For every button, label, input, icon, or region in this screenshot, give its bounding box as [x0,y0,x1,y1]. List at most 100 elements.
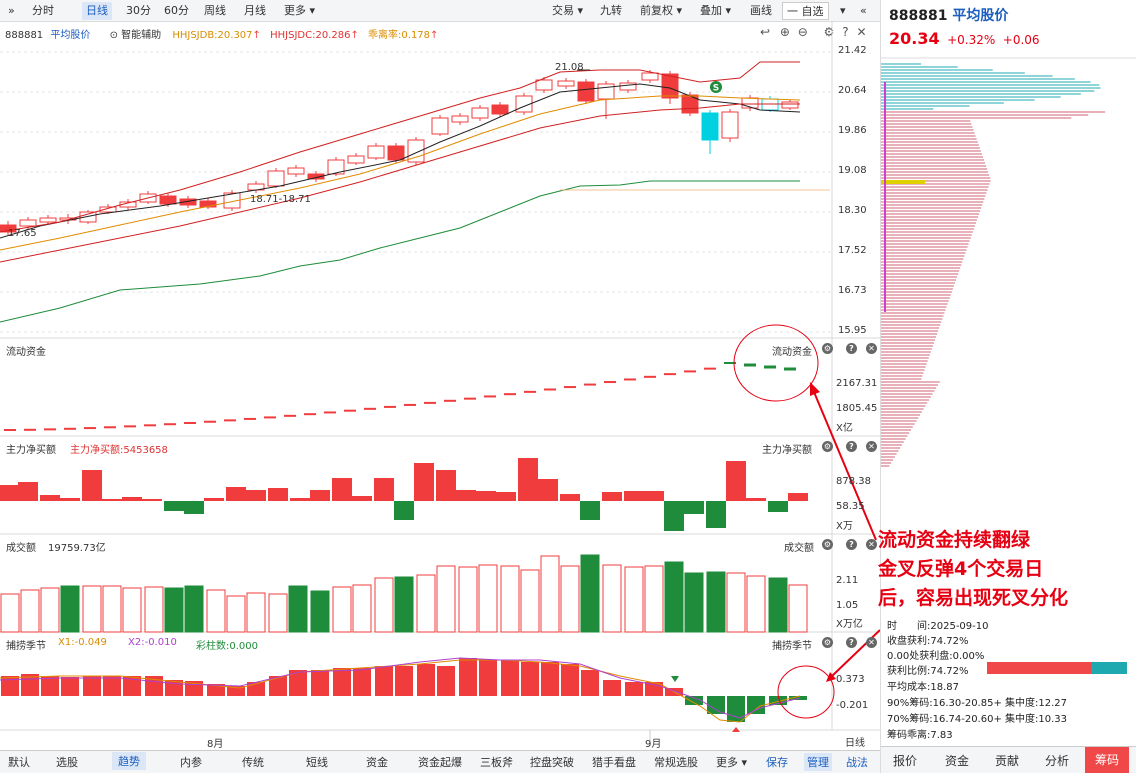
tab-more[interactable]: 更多 ▾ [284,4,316,17]
assist-label[interactable]: 智能辅助 [121,30,162,41]
band-lower-line [0,180,800,323]
tab-neican[interactable]: 内参 [180,756,202,769]
season-bar [769,696,787,705]
kline-chart[interactable]: S [0,0,880,750]
help-icon[interactable]: ? [846,539,857,550]
kline-high-label: 21.08 [555,62,584,73]
stock-name[interactable]: 平均股价 [50,30,91,41]
close-icon[interactable]: ✕ [866,441,877,452]
close-icon[interactable]: ✕ [866,343,877,354]
candle [577,81,595,102]
tab-default[interactable]: 默认 [8,756,30,769]
strategy-button[interactable]: 战法 [846,756,868,769]
turnover-tick-1: 2.11 [836,575,859,586]
net-buy-bar [82,470,102,501]
help-icon[interactable]: ? [846,441,857,452]
collapse-icon[interactable]: » [8,4,15,17]
tab-more-bottom[interactable]: 更多 ▾ [716,756,748,769]
tab-funds-right[interactable]: 资金 [945,754,970,768]
expand-icon[interactable]: « [860,4,867,17]
back-icon[interactable]: ↩ [760,25,771,39]
fuquan-menu[interactable]: 前复权 ▾ [640,4,683,17]
season-bar [83,676,101,696]
tab-quote[interactable]: 报价 [893,754,918,768]
tab-hunter[interactable]: 猎手看盘 [592,756,636,769]
tab-traditional[interactable]: 传统 [242,756,264,769]
tab-three-axes[interactable]: 三板斧 [480,756,513,769]
gear-icon[interactable]: ⚙ [822,637,833,648]
tab-fenshi[interactable]: 分时 [32,4,54,17]
season-bar [1,676,19,696]
signal-s-icon [710,81,722,93]
jiuzhuan-button[interactable]: 九转 [600,4,622,17]
close-icon[interactable]: ✕ [856,25,867,39]
turnover-bar [394,576,414,633]
turnover-bar [40,587,60,633]
turnover-bar [746,575,766,633]
candle [619,82,637,91]
save-button[interactable]: 保存 [766,756,788,769]
candle [641,72,659,81]
turnover-bar [268,593,288,633]
net-buy-bar [456,490,476,501]
turnover-bar [768,577,788,633]
tab-daily[interactable]: 日线 [82,2,112,20]
gear-icon[interactable]: ⚙ [823,25,835,39]
tab-trend[interactable]: 趋势 [112,752,146,770]
tab-regular[interactable]: 常规选股 [654,756,698,769]
help-icon[interactable]: ? [842,25,849,39]
tab-30min[interactable]: 30分 [126,4,151,17]
tab-funds[interactable]: 资金 [366,756,388,769]
tab-monthly[interactable]: 月线 [244,4,266,17]
gear-icon[interactable]: ⚙ [822,343,833,354]
season-bar [227,686,245,696]
watchlist-button[interactable]: 一 自选 [782,2,829,20]
close-icon[interactable]: ✕ [866,637,877,648]
turnover-bar [726,572,746,633]
turnover-bar [602,564,622,633]
manage-button[interactable]: 管理 [804,753,832,771]
season-bar [353,668,371,696]
tab-analysis[interactable]: 分析 [1045,754,1070,768]
zoom-in-icon[interactable]: ⊕ [779,25,790,39]
turnover-right-title: 成交额 [784,543,814,554]
tab-shortline[interactable]: 短线 [306,756,328,769]
flow-right-title: 流动资金 [772,347,812,358]
net-buy-bar [142,499,162,501]
help-icon[interactable]: ? [846,343,857,354]
right-quote: 20.34 +0.32% +0.06 [889,29,1040,48]
season-panel-title: 捕捞季节 [6,641,46,652]
tab-60min[interactable]: 60分 [164,4,189,17]
season-x2-line [0,657,801,719]
net-buy-bar [538,479,558,501]
tab-chips[interactable]: 筹码 [1085,747,1130,773]
close-icon[interactable]: ✕ [866,539,877,550]
gear-icon[interactable]: ⚙ [822,539,833,550]
hhjsjdb-value: HHJSJDB:20.307 [172,30,253,41]
tab-control-break[interactable]: 控盘突破 [530,756,574,769]
highlight-circle [733,324,819,402]
season-bar [581,670,599,696]
candle [535,79,553,91]
tab-funds-burst[interactable]: 资金起爆 [418,756,462,769]
turnover-bar [416,574,436,633]
ma-black-line [0,83,801,239]
net-buy-bar [122,497,142,501]
watchlist-dropdown[interactable]: ▾ [840,4,846,17]
period-indicator: 日线 [845,738,865,749]
season-bar [207,684,225,696]
gear-icon[interactable]: ⚙ [822,441,833,452]
overlay-menu[interactable]: 叠加 ▾ [700,4,732,17]
zoom-out-icon[interactable]: ⊖ [797,25,808,39]
candle [367,145,385,159]
trade-menu[interactable]: 交易 ▾ [552,4,584,17]
tab-contribution[interactable]: 贡献 [995,754,1020,768]
tab-select[interactable]: 选股 [56,756,78,769]
season-bar [561,664,579,696]
tab-weekly[interactable]: 周线 [204,4,226,17]
signal-s-label: S [713,84,719,94]
turnover-bar [144,586,164,633]
assist-toggle-icon[interactable]: ⊙ [109,30,118,41]
help-icon[interactable]: ? [846,637,857,648]
draw-line-button[interactable]: 画线 [750,4,772,17]
